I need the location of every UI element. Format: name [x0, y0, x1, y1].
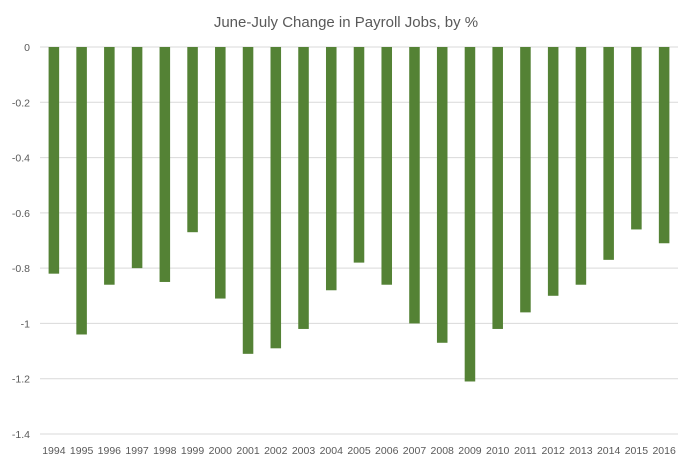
x-tick-label: 2001	[236, 445, 260, 457]
bar-2016	[658, 47, 670, 244]
y-tick-label: -1	[21, 318, 30, 330]
bar-2001	[242, 47, 254, 354]
bar-2006	[381, 47, 393, 285]
y-tick-label: -0.6	[12, 208, 30, 220]
x-tick-label: 2015	[625, 445, 649, 457]
bar-2007	[409, 47, 420, 324]
y-tick-label: -0.2	[12, 97, 30, 109]
x-tick-label: 1996	[98, 445, 122, 457]
x-tick-label: 2013	[569, 445, 593, 457]
y-tick-label: -1.4	[12, 429, 30, 441]
x-tick-label: 2011	[514, 445, 537, 457]
bar-2004	[325, 47, 337, 291]
bar-1999	[187, 47, 198, 233]
x-tick-label: 2002	[264, 445, 288, 457]
bar-1997	[131, 47, 143, 269]
y-tick-label: 0	[24, 42, 30, 54]
x-tick-label: 2012	[541, 445, 565, 457]
bar-1994	[48, 47, 60, 274]
y-axis-tick-labels: 0 -0.2 -0.4 -0.6 -0.8 -1 -1.2 -1.4	[12, 42, 30, 441]
x-tick-label: 2016	[652, 445, 676, 457]
bar-2014	[603, 47, 614, 260]
x-tick-label: 2008	[431, 445, 455, 457]
bar-1998	[159, 47, 171, 282]
x-tick-label: 1997	[125, 445, 149, 457]
bar-2013	[575, 47, 587, 285]
x-tick-label: 2006	[375, 445, 399, 457]
x-tick-label: 1994	[42, 445, 66, 457]
y-tick-label: -0.8	[12, 263, 30, 275]
bar-2011	[520, 47, 531, 313]
x-tick-label: 2007	[403, 445, 427, 457]
bar-2015	[631, 47, 642, 230]
bar-2008	[436, 47, 448, 343]
bar-2009	[464, 47, 476, 382]
bar-1995	[76, 47, 87, 335]
x-tick-label: 2003	[292, 445, 316, 457]
chart-title: June-July Change in Payroll Jobs, by %	[214, 14, 478, 31]
bar-2010	[492, 47, 503, 329]
x-tick-label: 1998	[153, 445, 177, 457]
x-tick-label: 1999	[181, 445, 205, 457]
y-tick-label: -1.2	[12, 374, 30, 386]
x-tick-label: 2009	[458, 445, 482, 457]
x-tick-label: 2005	[347, 445, 371, 457]
bars	[48, 47, 670, 382]
bar-2005	[353, 47, 365, 263]
x-axis-tick-labels: 1994 1995 1996 1997 1998 1999 2000 2001 2002 2003…	[42, 445, 676, 457]
bar-2003	[298, 47, 309, 329]
x-tick-label: 2014	[597, 445, 621, 457]
x-tick-label: 2004	[320, 445, 344, 457]
x-tick-label: 2010	[486, 445, 510, 457]
bar-2002	[270, 47, 282, 349]
bar-1996	[104, 47, 115, 285]
x-tick-label: 2000	[209, 445, 233, 457]
bar-2012	[547, 47, 559, 296]
bar-2000	[215, 47, 226, 299]
y-tick-label: -0.4	[12, 153, 30, 165]
x-tick-label: 1995	[70, 445, 94, 457]
